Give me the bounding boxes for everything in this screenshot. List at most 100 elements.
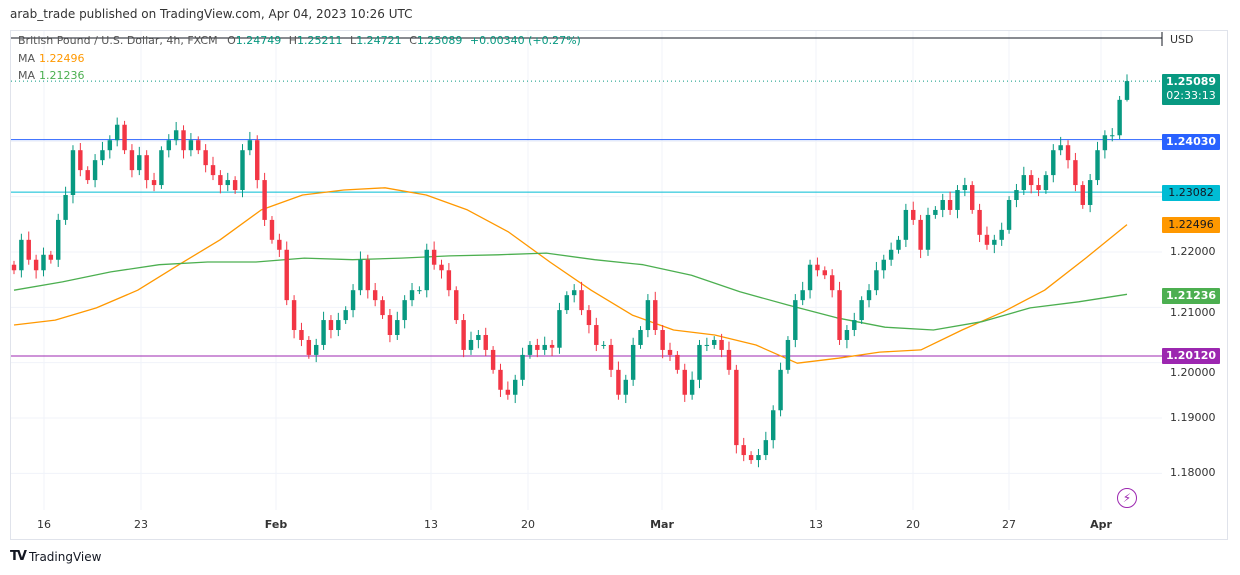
candle-body — [778, 369, 783, 411]
candle-body — [107, 140, 113, 151]
candle-body — [291, 300, 297, 331]
candle-body — [129, 150, 135, 171]
price-tick: 1.18000 — [1170, 466, 1216, 479]
candle-body — [48, 254, 54, 260]
candle-body — [793, 300, 798, 340]
close-value: 1.25089 — [416, 34, 463, 47]
candle-body — [328, 320, 334, 331]
candle-body — [697, 344, 702, 380]
candle-body — [1102, 135, 1108, 151]
candle-body — [992, 239, 997, 245]
close-label: C — [409, 34, 417, 47]
tradingview-logo[interactable]: TV TradingView — [10, 549, 101, 564]
candle-body — [896, 239, 901, 250]
candle-body — [218, 175, 223, 186]
candle-body — [166, 140, 171, 151]
candle-body — [122, 124, 127, 151]
high-value: 1.25211 — [297, 34, 343, 47]
candle-body — [1006, 199, 1012, 230]
candle-body — [1073, 160, 1078, 186]
ma2-price-label: 1.21236 — [1162, 288, 1220, 304]
price-tick: 1.22000 — [1170, 245, 1216, 258]
candle-body — [984, 234, 990, 245]
candle-body — [240, 150, 245, 191]
candle-body — [881, 259, 886, 271]
time-label: Mar — [650, 518, 674, 531]
candle-body — [424, 249, 429, 291]
candle-body — [527, 344, 533, 355]
candle-body — [454, 290, 459, 321]
candle-body — [741, 445, 746, 456]
candle-body — [1110, 135, 1115, 137]
candle-body — [1117, 99, 1122, 136]
candle-body — [837, 290, 842, 340]
candle-body — [675, 354, 680, 370]
candle-body — [940, 199, 945, 210]
candle-body — [365, 259, 371, 291]
low-label: L — [350, 34, 357, 47]
ma1-price-label: 1.22496 — [1162, 217, 1220, 233]
candle-body — [1065, 145, 1071, 161]
candle-body — [866, 290, 872, 301]
candle-body — [225, 180, 230, 186]
candle-body — [623, 379, 628, 395]
candle-body — [689, 379, 695, 395]
candle-body — [439, 264, 444, 271]
candle-body — [232, 180, 238, 191]
candle-body — [815, 264, 820, 271]
brand-name: TradingView — [28, 549, 102, 564]
candle-body — [586, 310, 592, 326]
candle-body — [1080, 185, 1085, 205]
candle-body — [284, 249, 289, 301]
candle-body — [645, 300, 651, 331]
lightning-icon[interactable]: ⚡ — [1117, 488, 1137, 508]
candle-body — [380, 300, 385, 316]
candle-body — [255, 140, 260, 181]
candle-body — [859, 300, 864, 321]
currency-label: USD — [1170, 33, 1194, 46]
ma2-line — [13, 252, 1128, 331]
high-label: H — [288, 34, 298, 47]
candle-body — [748, 455, 754, 461]
candle-body — [159, 150, 164, 186]
candle-body — [358, 259, 363, 291]
time-label: Feb — [264, 518, 288, 531]
candle-body — [719, 339, 724, 350]
time-label: 23 — [134, 518, 148, 531]
candle-body — [807, 264, 813, 291]
candle-body — [933, 209, 938, 215]
symbol-title: British Pound / U.S. Dollar, 4h, FXCM — [18, 34, 218, 47]
candle-body — [1087, 180, 1093, 205]
candle-body — [564, 295, 570, 311]
ma2-legend[interactable]: MA 1.21236 — [18, 69, 85, 83]
candle-body — [844, 330, 850, 340]
open-value: 1.24749 — [235, 34, 282, 47]
candle-body — [667, 349, 673, 355]
ma2-value: 1.21236 — [39, 69, 85, 82]
last-price: 1.25089 — [1165, 75, 1217, 88]
candle-body — [196, 140, 201, 151]
candle-body — [653, 300, 658, 331]
ma1-legend[interactable]: MA 1.22496 — [18, 52, 85, 66]
candle-body — [11, 264, 17, 271]
candle-body — [874, 270, 879, 291]
candle-body — [402, 300, 407, 321]
candle-body — [1124, 81, 1130, 100]
candle-body — [822, 270, 828, 276]
candle-body — [468, 339, 474, 350]
low-value: 1.24721 — [356, 34, 402, 47]
change-value: +0.00340 (+0.27%) — [469, 34, 581, 47]
candle-body — [1043, 175, 1049, 191]
candle-body — [888, 249, 894, 260]
candle-body — [92, 160, 98, 181]
candle-body — [262, 180, 267, 220]
last-price-label: 1.25089 02:33:13 — [1162, 74, 1220, 105]
candle-body — [608, 344, 614, 370]
candle-body — [56, 219, 61, 260]
candle-body — [409, 290, 415, 301]
bar-countdown: 02:33:13 — [1166, 89, 1216, 102]
candle-body — [490, 349, 496, 370]
ma1-value: 1.22496 — [39, 52, 85, 65]
candle-body — [638, 330, 643, 345]
